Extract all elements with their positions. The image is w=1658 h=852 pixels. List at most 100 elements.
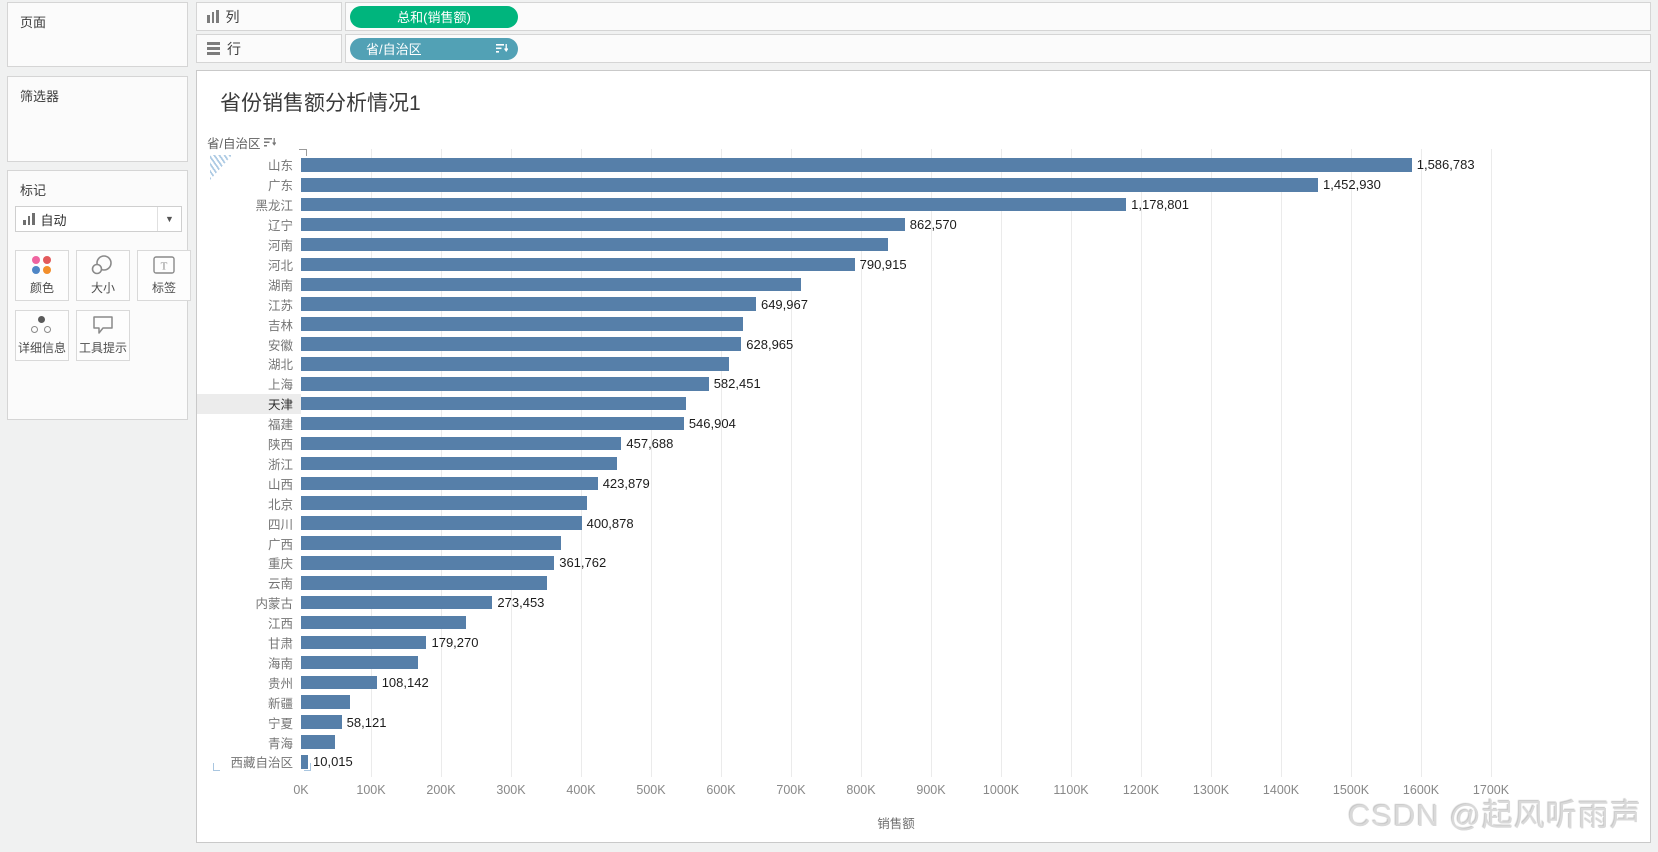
bar[interactable] <box>301 337 742 351</box>
bar[interactable] <box>301 357 729 371</box>
sort-descending-icon[interactable] <box>264 137 277 148</box>
bar-row[interactable]: 北京 <box>197 493 1650 513</box>
bar[interactable] <box>301 595 493 610</box>
bar[interactable] <box>301 755 308 769</box>
bar-row[interactable]: 湖北 <box>197 354 1650 374</box>
bar[interactable] <box>301 396 686 411</box>
row-label[interactable]: 陕西 <box>267 438 293 453</box>
bar[interactable] <box>301 735 336 749</box>
bar-row[interactable]: 青海 <box>197 732 1650 752</box>
bar-row[interactable]: 黑龙江 1,178,801 <box>197 195 1650 215</box>
bar[interactable] <box>301 615 466 630</box>
bar[interactable] <box>301 655 418 670</box>
bar-row[interactable]: 西藏自治区 10,015 <box>197 752 1650 772</box>
row-label[interactable]: 贵州 <box>267 676 293 691</box>
row-label[interactable]: 山东 <box>267 159 293 174</box>
row-label[interactable]: 广西 <box>267 537 293 552</box>
row-label[interactable]: 辽宁 <box>267 219 293 234</box>
bar[interactable] <box>301 158 1412 172</box>
bar-row[interactable]: 四川 400,878 <box>197 513 1650 533</box>
mark-type-dropdown[interactable]: 自动 ▼ <box>15 206 182 232</box>
rows-pill-province[interactable]: 省/自治区 <box>350 37 518 60</box>
bar[interactable] <box>301 576 548 590</box>
bar-row[interactable]: 甘肃 179,270 <box>197 633 1650 653</box>
bar-row[interactable]: 云南 <box>197 573 1650 593</box>
bar[interactable] <box>301 416 684 431</box>
bar[interactable] <box>301 317 744 331</box>
row-label[interactable]: 吉林 <box>267 318 293 333</box>
row-label[interactable]: 云南 <box>267 577 293 592</box>
bar-row[interactable]: 海南 <box>197 653 1650 673</box>
row-label[interactable]: 西藏自治区 <box>230 756 293 771</box>
bar-row[interactable]: 重庆 361,762 <box>197 553 1650 573</box>
bar[interactable] <box>301 556 555 570</box>
bar-row[interactable]: 吉林 <box>197 314 1650 334</box>
bar[interactable] <box>301 436 622 451</box>
chevron-down-icon[interactable]: ▼ <box>157 207 181 231</box>
bar[interactable] <box>301 675 377 690</box>
color-button[interactable]: 颜色 <box>15 250 69 301</box>
bar-row[interactable]: 湖南 <box>197 274 1650 294</box>
bar-row[interactable]: 天津 <box>197 393 1650 414</box>
bar-row[interactable]: 内蒙古 273,453 <box>197 593 1650 613</box>
row-label[interactable]: 江西 <box>267 617 293 632</box>
row-label[interactable]: 黑龙江 <box>255 199 293 214</box>
detail-button[interactable]: 详细信息 <box>15 310 69 361</box>
filters-shelf[interactable]: 筛选器 <box>7 76 188 162</box>
row-label[interactable]: 福建 <box>267 418 293 433</box>
row-field-label[interactable]: 省/自治区 <box>207 133 277 152</box>
pages-shelf[interactable]: 页面 <box>7 2 188 67</box>
row-label[interactable]: 青海 <box>267 736 293 751</box>
size-button[interactable]: 大小 <box>76 250 130 301</box>
row-label[interactable]: 宁夏 <box>267 716 293 731</box>
bar[interactable] <box>301 197 1127 212</box>
sort-descending-icon[interactable] <box>496 43 508 54</box>
row-label[interactable]: 北京 <box>267 497 293 512</box>
bar-row[interactable]: 新疆 <box>197 692 1650 712</box>
row-label[interactable]: 浙江 <box>267 457 293 472</box>
bar[interactable] <box>301 695 350 709</box>
row-label[interactable]: 四川 <box>267 517 293 532</box>
rows-shelf[interactable]: 省/自治区 <box>345 34 1651 63</box>
bar-row[interactable]: 浙江 <box>197 454 1650 474</box>
row-label[interactable]: 新疆 <box>267 696 293 711</box>
bar[interactable] <box>301 377 709 391</box>
bar-row[interactable]: 福建 546,904 <box>197 414 1650 434</box>
row-label[interactable]: 天津 <box>197 393 301 414</box>
bar-row[interactable]: 广西 <box>197 533 1650 553</box>
bar-row[interactable]: 陕西 457,688 <box>197 434 1650 454</box>
bar[interactable] <box>301 237 888 252</box>
row-label[interactable]: 安徽 <box>267 338 293 353</box>
bar-row[interactable]: 广东 1,452,930 <box>197 175 1650 195</box>
bar[interactable] <box>301 456 617 471</box>
bar-row[interactable]: 河北 790,915 <box>197 255 1650 275</box>
bar[interactable] <box>301 635 427 650</box>
row-label[interactable]: 湖北 <box>267 358 293 373</box>
bar[interactable] <box>301 536 562 550</box>
row-label[interactable]: 江苏 <box>267 298 293 313</box>
row-label[interactable]: 重庆 <box>267 557 293 572</box>
bar-row[interactable]: 山东 1,586,783 <box>197 155 1650 175</box>
bar-row[interactable]: 江苏 649,967 <box>197 294 1650 314</box>
bar-row[interactable]: 河南 <box>197 235 1650 255</box>
row-label[interactable]: 甘肃 <box>267 637 293 652</box>
row-label[interactable]: 内蒙古 <box>255 597 293 612</box>
bar-row[interactable]: 江西 <box>197 613 1650 633</box>
label-button[interactable]: T 标签 <box>137 250 191 301</box>
bar[interactable] <box>301 277 801 292</box>
tooltip-button[interactable]: 工具提示 <box>76 310 130 361</box>
columns-shelf[interactable]: 总和(销售额) <box>345 2 1651 31</box>
row-label[interactable]: 河北 <box>267 258 293 273</box>
row-label[interactable]: 广东 <box>267 179 293 194</box>
bar[interactable] <box>301 257 855 272</box>
row-label[interactable]: 山西 <box>267 477 293 492</box>
bar-row[interactable]: 安徽 628,965 <box>197 334 1650 354</box>
bar[interactable] <box>301 496 587 510</box>
bar[interactable] <box>301 476 598 491</box>
bar[interactable] <box>301 715 342 729</box>
bar-row[interactable]: 山西 423,879 <box>197 473 1650 493</box>
bar-row[interactable]: 辽宁 862,570 <box>197 215 1650 235</box>
row-label[interactable]: 海南 <box>267 656 293 671</box>
row-label[interactable]: 河南 <box>267 239 293 254</box>
bar[interactable] <box>301 217 905 232</box>
